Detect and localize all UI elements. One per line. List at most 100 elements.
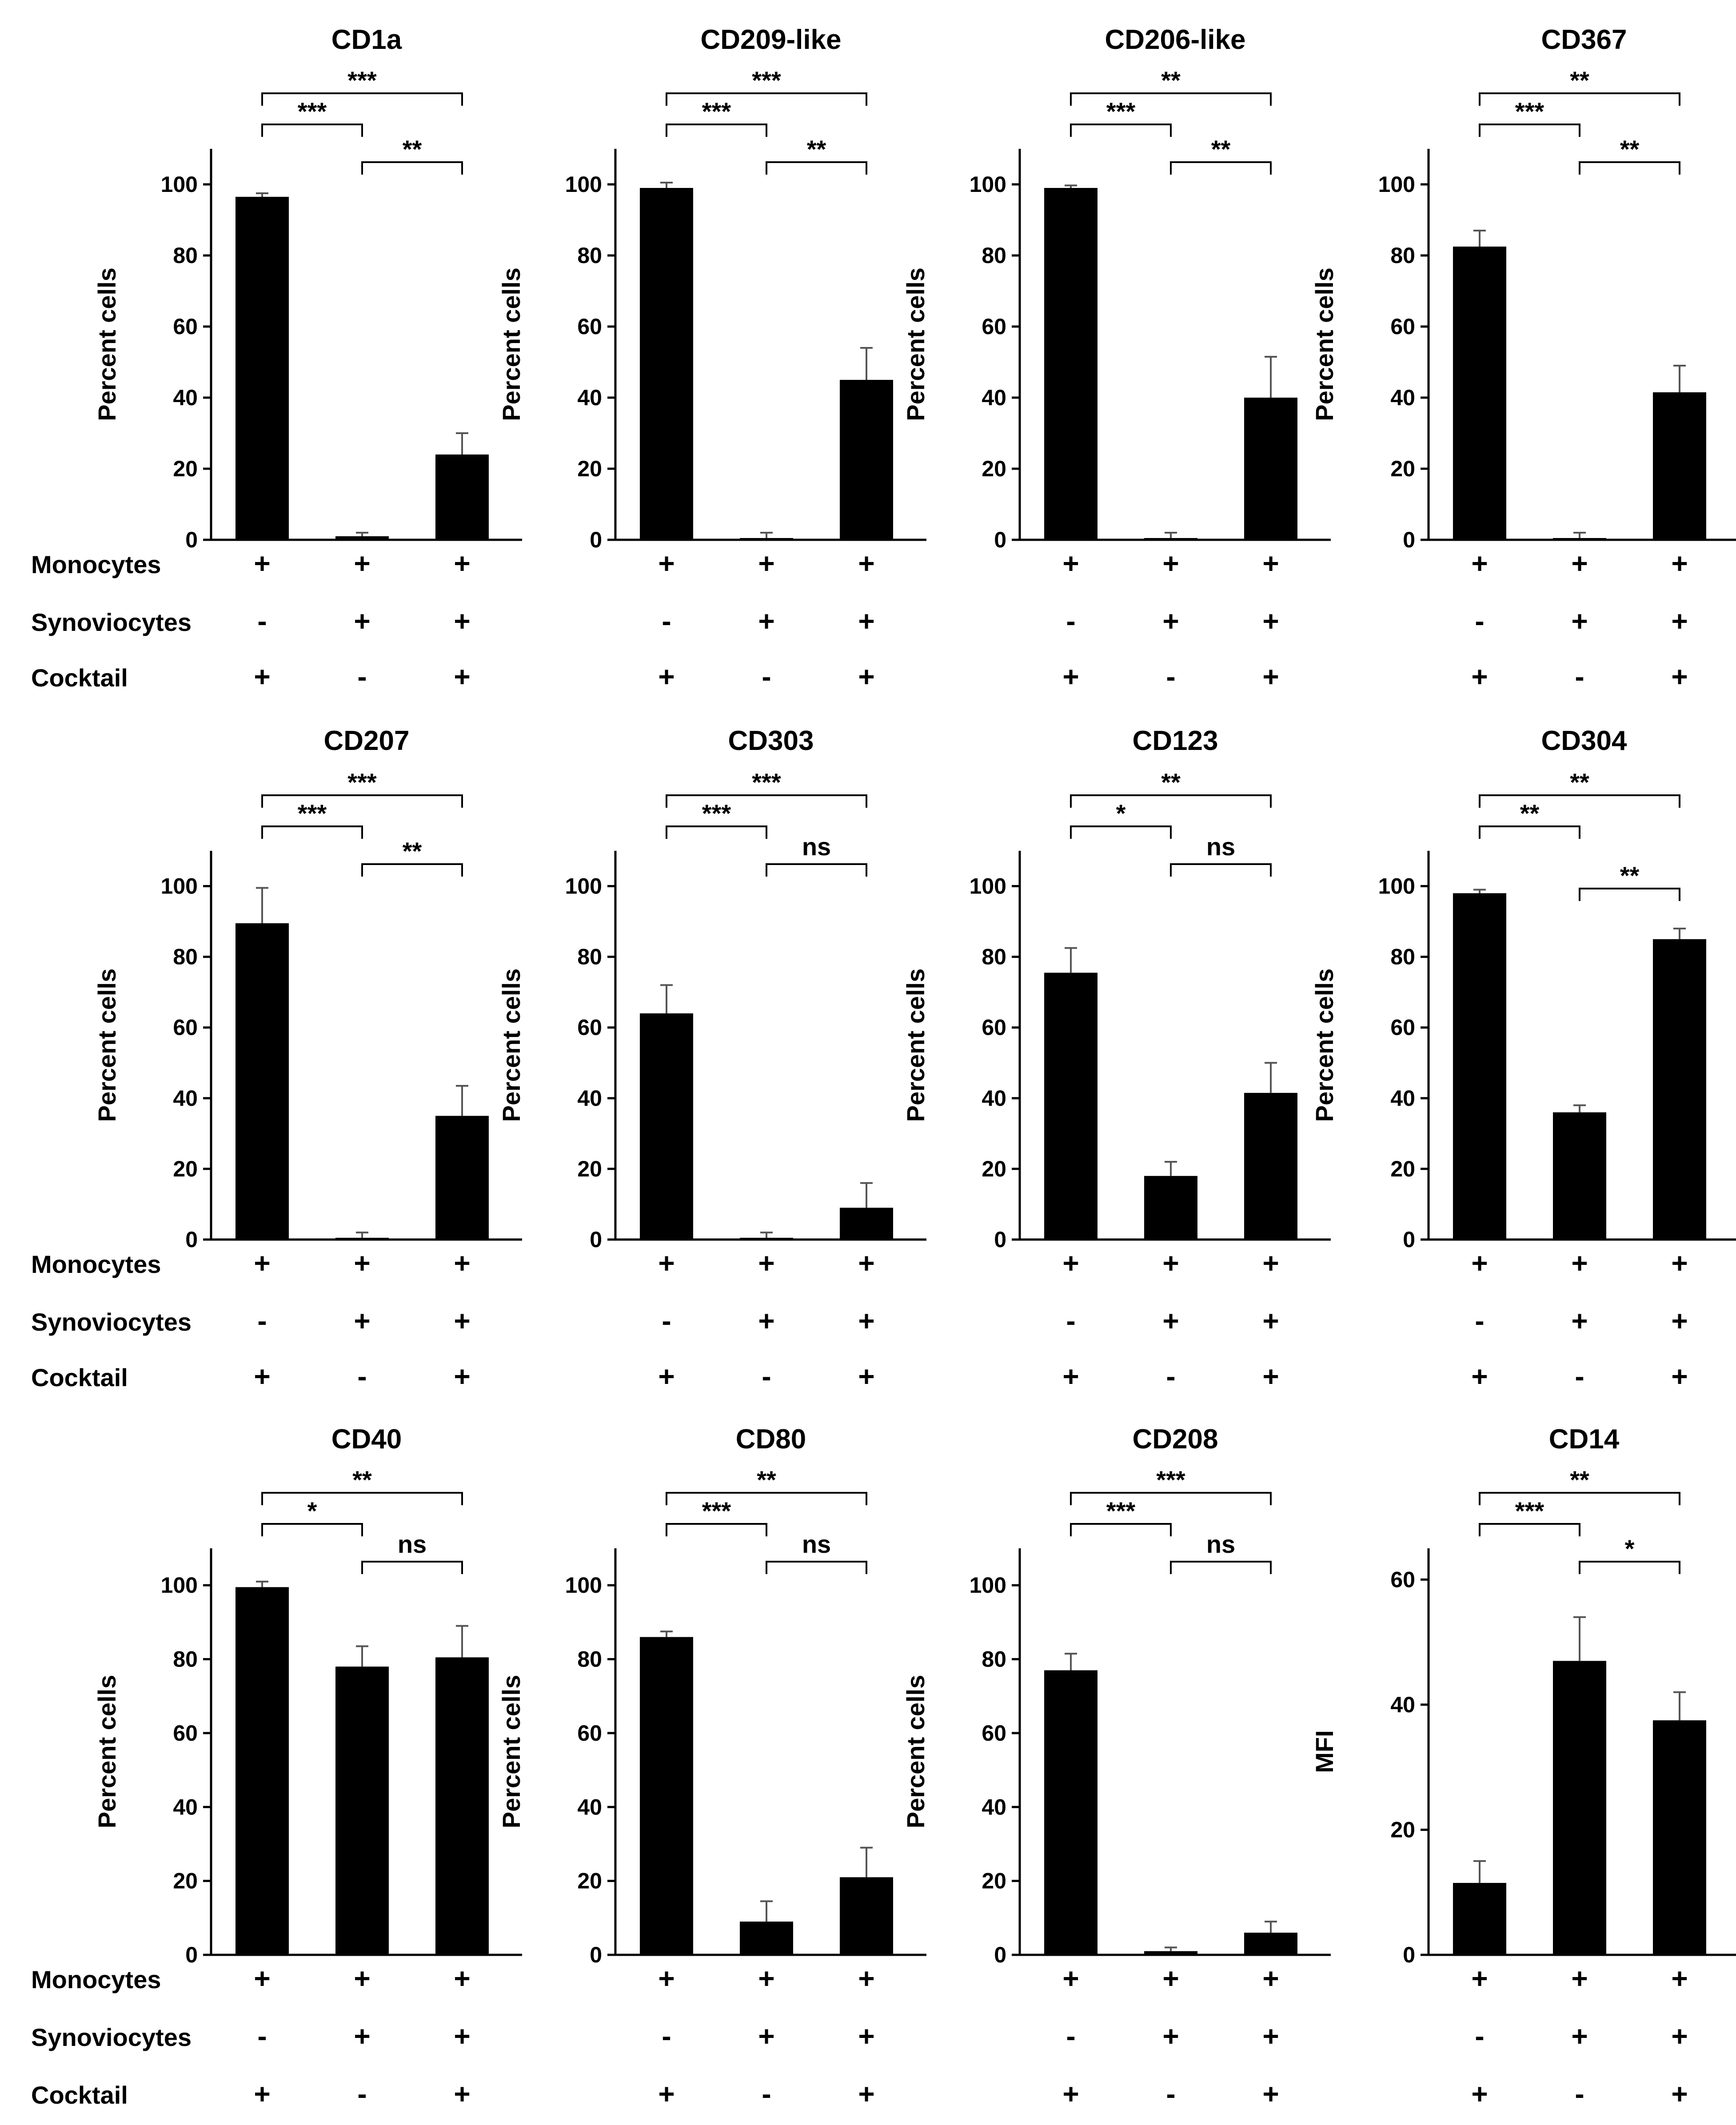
condition-symbol: - xyxy=(1166,2078,1175,2110)
significance-label: *** xyxy=(1106,1497,1136,1525)
condition-symbol: + xyxy=(658,1962,674,1994)
chart-title: CD123 xyxy=(1133,726,1218,756)
condition-symbol: + xyxy=(1262,1305,1279,1337)
significance-bracket xyxy=(1170,161,1272,175)
condition-symbol: + xyxy=(1062,2078,1079,2110)
condition-symbol: - xyxy=(1475,605,1484,637)
significance-bracket xyxy=(361,1561,463,1574)
condition-symbol: + xyxy=(1671,2078,1688,2110)
bar xyxy=(1553,538,1606,540)
significance-bracket xyxy=(261,124,363,137)
bar xyxy=(740,1922,793,1955)
y-tick-label: 60 xyxy=(982,1721,1006,1746)
significance-bracket xyxy=(261,92,463,106)
condition-symbol: + xyxy=(1062,547,1079,579)
condition-symbol: + xyxy=(1162,547,1179,579)
chart-title: CD304 xyxy=(1541,726,1628,756)
y-tick-label: 0 xyxy=(1403,1227,1415,1252)
significance-label: *** xyxy=(702,97,731,125)
condition-symbol: + xyxy=(658,2078,674,2110)
significance-label: ** xyxy=(403,837,422,865)
condition-symbol: + xyxy=(858,1360,874,1392)
condition-symbol: + xyxy=(1571,1962,1588,1994)
y-tick-label: 40 xyxy=(982,385,1006,410)
condition-symbol: + xyxy=(1471,1247,1488,1279)
significance-label: ns xyxy=(802,833,831,861)
bar xyxy=(1453,247,1506,540)
significance-label: * xyxy=(307,1497,317,1525)
significance-label: ** xyxy=(807,135,826,163)
significance-bracket xyxy=(1479,92,1680,106)
significance-bracket xyxy=(1579,161,1680,175)
condition-symbol: - xyxy=(357,2078,367,2110)
condition-symbol: - xyxy=(762,1360,771,1392)
condition-symbol: - xyxy=(1066,605,1075,637)
condition-symbol: + xyxy=(1471,661,1488,693)
condition-symbol: + xyxy=(858,2078,874,2110)
condition-symbol: + xyxy=(354,547,370,579)
condition-symbol: + xyxy=(454,2078,470,2110)
y-tick-label: 40 xyxy=(1390,1086,1415,1111)
condition-symbol: + xyxy=(354,1247,370,1279)
condition-symbol: + xyxy=(1262,661,1279,693)
y-tick-label: 60 xyxy=(577,1015,602,1040)
condition-symbol: + xyxy=(354,1962,370,1994)
condition-symbol: + xyxy=(1471,547,1488,579)
significance-label: *** xyxy=(702,1497,731,1525)
y-tick-label: 0 xyxy=(590,1942,602,1967)
condition-symbol: + xyxy=(254,661,270,693)
y-tick-label: 60 xyxy=(173,1721,198,1746)
y-tick-label: 80 xyxy=(173,945,198,969)
condition-symbol: - xyxy=(662,605,671,637)
chart-title: CD80 xyxy=(736,1424,806,1455)
y-tick-label: 80 xyxy=(982,1647,1006,1672)
chart-title: CD367 xyxy=(1541,24,1627,55)
y-tick-label: 80 xyxy=(1390,945,1415,969)
condition-symbol: - xyxy=(1575,2078,1584,2110)
condition-symbol: + xyxy=(858,547,874,579)
chart-cd303: CD303 0 20 40 60 80 100 Percent cells *** *** ns + -… xyxy=(497,726,926,1392)
significance-bracket xyxy=(666,1492,867,1505)
y-tick-label: 100 xyxy=(1378,172,1415,197)
condition-symbol: + xyxy=(1471,1962,1488,1994)
y-tick-label: 100 xyxy=(161,172,198,197)
significance-label: ** xyxy=(1620,861,1640,889)
condition-symbol: + xyxy=(354,605,370,637)
y-tick-label: 0 xyxy=(1403,527,1415,552)
significance-bracket xyxy=(261,1492,463,1505)
condition-symbol: - xyxy=(257,1305,267,1337)
bar xyxy=(435,1116,489,1240)
bar xyxy=(1553,1112,1606,1240)
condition-symbol: + xyxy=(758,547,774,579)
y-axis-label: Percent cells xyxy=(902,1675,930,1829)
condition-symbol: + xyxy=(1162,605,1179,637)
significance-label: ** xyxy=(1161,66,1181,94)
significance-label: ** xyxy=(1570,66,1589,94)
bar xyxy=(435,1657,489,1955)
y-tick-label: 60 xyxy=(982,1015,1006,1040)
condition-symbol: - xyxy=(357,661,367,693)
y-axis-label: Percent cells xyxy=(497,1675,525,1829)
y-tick-label: 0 xyxy=(1403,1942,1415,1967)
y-tick-label: 0 xyxy=(185,527,198,552)
significance-bracket xyxy=(1479,1523,1580,1536)
y-axis-label: Percent cells xyxy=(93,969,121,1122)
condition-row-label: Synoviocytes xyxy=(31,1308,192,1336)
bar xyxy=(335,1238,389,1240)
condition-symbol: + xyxy=(1671,2020,1688,2052)
condition-symbol: - xyxy=(1166,1360,1175,1392)
condition-symbol: + xyxy=(1262,1247,1279,1279)
bar xyxy=(235,1587,289,1955)
bar xyxy=(1653,1720,1706,1955)
y-tick-label: 0 xyxy=(994,1942,1006,1967)
bar xyxy=(840,1877,893,1955)
bar xyxy=(235,197,289,540)
condition-symbol: + xyxy=(454,661,470,693)
y-tick-label: 20 xyxy=(173,1156,198,1181)
condition-symbol: + xyxy=(454,1360,470,1392)
significance-bracket xyxy=(666,1523,767,1536)
chart-title: CD207 xyxy=(324,726,410,756)
condition-symbol: - xyxy=(762,661,771,693)
